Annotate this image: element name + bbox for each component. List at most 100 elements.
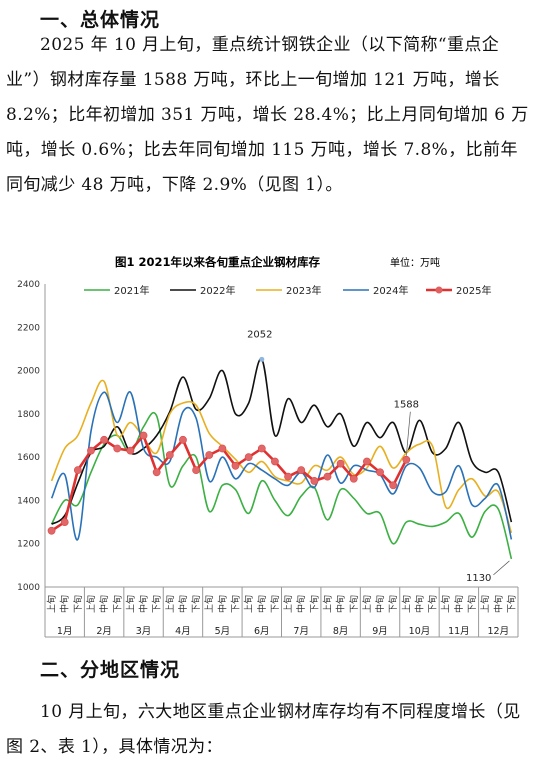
annotation-label: 1588 — [394, 400, 419, 411]
x-tick-label: 上旬 — [440, 595, 452, 613]
section-heading-regions: 二、分地区情况 — [40, 659, 181, 681]
chart-unit: 单位：万吨 — [390, 256, 440, 269]
data-point-2025 — [165, 451, 174, 459]
x-tick-label: 上旬 — [85, 595, 97, 613]
x-tick-label: 下旬 — [72, 595, 84, 613]
overview-paragraph: 2025 年 10 月上旬，重点统计钢铁企业（以下简称“重点企业”）钢材库存量 … — [6, 28, 533, 203]
inventory-line-chart: 图1 2021年以来各旬重点企业钢材库存 单位：万吨 2021年 2022年 202… — [17, 255, 519, 638]
legend-label: 2024年 — [373, 284, 408, 297]
x-tick-label: 上旬 — [203, 595, 215, 613]
regions-paragraph-text: 10 月上旬，六大地区重点企业钢材库存均有不同程度增长（见图 2、表 1），具体… — [6, 702, 521, 757]
month-label: 11月 — [448, 626, 470, 637]
x-tick-label: 中旬 — [216, 595, 228, 613]
x-tick-label: 中旬 — [453, 595, 465, 613]
y-tick-label: 2400 — [17, 280, 40, 290]
x-tick-label: 上旬 — [282, 595, 294, 613]
data-point-2025 — [336, 459, 345, 468]
x-tick-label: 中旬 — [374, 595, 386, 613]
x-tick-label: 下旬 — [387, 595, 399, 613]
data-point-2025 — [87, 446, 95, 455]
data-point-2025 — [389, 481, 398, 490]
data-point-2025 — [73, 466, 82, 475]
data-point-2025 — [376, 468, 384, 477]
y-tick-label: 1000 — [17, 583, 40, 593]
y-tick-label: 1800 — [17, 410, 40, 420]
data-point-2025 — [218, 444, 227, 453]
data-point-2025 — [231, 461, 240, 470]
data-point-2025 — [205, 451, 214, 459]
data-point-2025 — [244, 453, 253, 462]
data-point-2025 — [113, 444, 122, 453]
x-tick-label: 中旬 — [413, 595, 425, 613]
data-point-2025 — [60, 518, 69, 526]
x-tick-label: 下旬 — [348, 595, 360, 613]
x-tick-label: 中旬 — [59, 595, 71, 613]
month-label: 12月 — [487, 626, 509, 637]
legend-label: 2025年 — [456, 284, 491, 297]
annotation-point — [259, 356, 265, 362]
series-line-2021 — [50, 411, 513, 560]
x-tick-label: 上旬 — [400, 595, 412, 613]
data-point-2025 — [271, 457, 279, 466]
legend-label: 2023年 — [286, 284, 321, 297]
annotation-label: 2052 — [247, 329, 272, 340]
x-tick-label: 上旬 — [46, 595, 58, 613]
series-line-2022 — [51, 358, 513, 525]
series-line-2024 — [50, 391, 513, 541]
month-label: 3月 — [136, 626, 152, 637]
x-tick-label: 中旬 — [256, 595, 268, 613]
x-tick-label: 下旬 — [151, 595, 163, 613]
data-point-2025 — [100, 435, 109, 444]
x-tick-label: 下旬 — [466, 595, 478, 613]
month-label: 2月 — [96, 626, 112, 637]
x-tick-label: 上旬 — [124, 595, 136, 613]
x-tick-label: 下旬 — [190, 595, 202, 613]
month-label: 9月 — [372, 626, 388, 637]
x-tick-label: 中旬 — [492, 595, 504, 613]
data-point-2025 — [257, 444, 266, 453]
annotation-leader — [405, 411, 411, 456]
chart-legend: 2021年 2022年 2023年 2024年 2025年 — [84, 284, 491, 297]
legend-marker — [435, 286, 443, 294]
data-point-2025 — [402, 455, 411, 464]
y-tick-label: 1200 — [17, 540, 40, 550]
x-tick-label: 上旬 — [321, 595, 333, 613]
data-point-2025 — [192, 466, 200, 475]
regions-paragraph: 10 月上旬，六大地区重点企业钢材库存均有不同程度增长（见图 2、表 1），具体… — [6, 695, 533, 765]
month-label: 8月 — [333, 626, 349, 637]
x-tick-label: 上旬 — [479, 595, 491, 613]
overview-paragraph-text: 2025 年 10 月上旬，重点统计钢铁企业（以下简称“重点企业”）钢材库存量 … — [6, 35, 529, 195]
data-point-2025 — [152, 468, 161, 477]
legend-label: 2021年 — [114, 284, 149, 297]
data-point-2025 — [363, 457, 371, 466]
x-tick-label: 上旬 — [164, 595, 176, 613]
chart-title: 图1 2021年以来各旬重点企业钢材库存 — [115, 255, 321, 269]
data-point-2025 — [47, 526, 56, 535]
y-tick-label: 2000 — [17, 367, 40, 377]
data-point-2025 — [349, 474, 358, 483]
data-point-2025 — [179, 435, 187, 444]
x-tick-label: 下旬 — [308, 595, 320, 613]
data-point-2025 — [310, 477, 319, 485]
x-tick-label: 下旬 — [505, 595, 517, 613]
month-label: 7月 — [293, 626, 309, 637]
y-tick-label: 2200 — [17, 323, 40, 333]
y-tick-label: 1600 — [17, 453, 40, 463]
legend-label: 2022年 — [200, 284, 235, 297]
series-line-2023 — [50, 379, 513, 534]
x-tick-label: 中旬 — [295, 595, 307, 613]
x-tick-label: 中旬 — [138, 595, 150, 613]
x-tick-label: 下旬 — [111, 595, 123, 613]
data-point-2025 — [139, 431, 148, 440]
x-tick-label: 中旬 — [98, 595, 110, 613]
x-tick-label: 下旬 — [427, 595, 439, 613]
month-label: 4月 — [175, 626, 191, 637]
data-point-2025 — [323, 472, 332, 481]
x-tick-label: 下旬 — [230, 595, 242, 613]
x-tick-label: 上旬 — [361, 595, 373, 613]
series-line-2025 — [50, 432, 408, 532]
x-tick-label: 中旬 — [177, 595, 189, 613]
month-label: 5月 — [215, 626, 231, 637]
month-label: 10月 — [409, 626, 431, 637]
